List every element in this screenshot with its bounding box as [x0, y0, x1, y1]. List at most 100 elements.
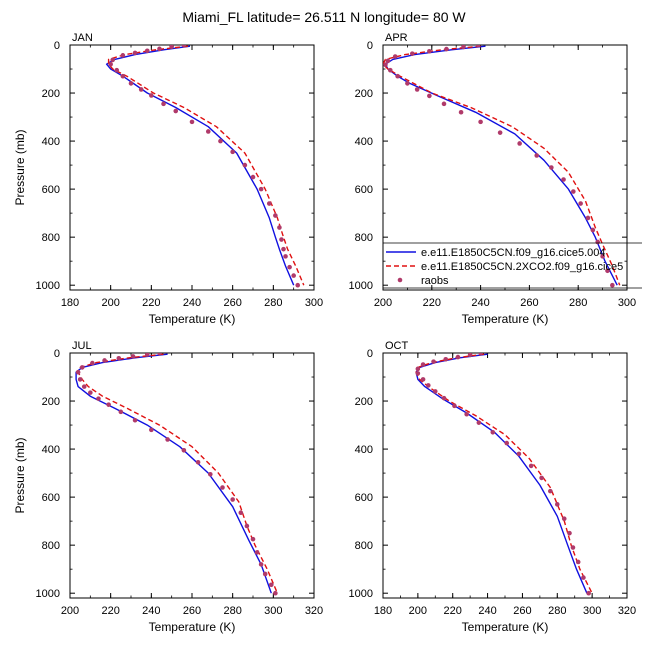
raobs-point	[383, 62, 388, 67]
x-tick-label: 240	[183, 297, 201, 309]
legend-label: e.e11.E1850C5CN.f09_g16.cice5.004	[421, 247, 606, 259]
legend-label: raobs	[421, 275, 449, 287]
x-tick-label: 220	[444, 605, 462, 617]
panel-apr: APR 200 220 240 260 280 300 0 200 400 600 800 1000 Te…	[349, 32, 637, 326]
series-group	[383, 45, 621, 288]
raobs-point	[250, 174, 256, 180]
x-tick-label: 300	[264, 605, 282, 617]
series-group	[415, 353, 593, 596]
raobs-point	[571, 189, 576, 194]
y-tick-label: 800	[355, 232, 373, 244]
y-tick-label: 200	[42, 396, 60, 408]
series-line-control	[105, 45, 295, 286]
y-tick-label: 0	[367, 40, 373, 52]
raobs-point	[490, 429, 496, 435]
raobs-point	[161, 101, 166, 107]
x-tick-label: 220	[423, 297, 441, 309]
raobs-point	[392, 54, 398, 59]
raobs-point	[79, 365, 85, 370]
panel-jul: JUL 200 220 240 260 280 300 320 0 200 400 600 800 100…	[13, 340, 323, 634]
raobs-point	[441, 101, 447, 107]
raobs-point	[266, 201, 272, 206]
raobs-point	[273, 213, 278, 218]
y-tick-label: 400	[355, 444, 373, 456]
raobs-point	[497, 130, 503, 135]
raobs-point	[420, 362, 426, 367]
panel-label: JAN	[72, 32, 93, 44]
raobs-point	[452, 403, 457, 409]
raobs-point	[130, 354, 136, 359]
series-group	[75, 353, 279, 596]
raobs-point	[165, 437, 170, 442]
y-tick-label: 1000	[349, 588, 373, 600]
x-tick-label: 200	[409, 605, 427, 617]
x-tick-label: 320	[305, 605, 323, 617]
y-tick-label: 1000	[36, 588, 60, 600]
raobs-point	[464, 411, 469, 417]
y-tick-label: 200	[355, 88, 373, 100]
raobs-point	[75, 369, 81, 375]
raobs-point	[385, 58, 391, 64]
raobs-point	[116, 355, 122, 361]
raobs-point	[283, 254, 288, 259]
raobs-point	[90, 360, 95, 366]
x-tick-label: 240	[142, 605, 160, 617]
raobs-point	[157, 46, 162, 52]
raobs-point	[114, 67, 120, 73]
y-axis-label: Pressure (mb)	[13, 129, 27, 205]
x-axis-label: Temperature (K)	[462, 312, 549, 326]
x-tick-label: 320	[618, 605, 636, 617]
x-axis-label: Temperature (K)	[462, 620, 549, 634]
raobs-point	[169, 45, 174, 49]
raobs-point	[189, 119, 195, 125]
raobs-point	[431, 359, 436, 364]
raobs-point	[414, 87, 420, 92]
y-tick-label: 200	[355, 396, 373, 408]
series-line-2xco2	[107, 45, 305, 286]
raobs-point	[395, 73, 400, 79]
x-tick-label: 180	[374, 605, 392, 617]
raobs-point	[605, 268, 610, 274]
raobs-point	[279, 237, 284, 242]
raobs-point	[205, 129, 211, 134]
raobs-point	[586, 590, 591, 596]
raobs-point	[262, 571, 268, 577]
raobs-point	[132, 417, 138, 423]
legend: e.e11.E1850C5CN.f09_g16.cice5.004 e.e11.E…	[383, 242, 642, 289]
raobs-point	[244, 523, 250, 529]
raobs-point	[595, 239, 601, 245]
y-tick-label: 1000	[36, 280, 60, 292]
raobs-point	[427, 93, 432, 99]
raobs-point	[81, 384, 87, 389]
raobs-point	[102, 358, 107, 363]
raobs-point	[173, 108, 179, 114]
raobs-point	[476, 420, 482, 425]
raobs-point	[432, 389, 438, 394]
raobs-point	[138, 87, 144, 92]
raobs-point	[281, 246, 286, 252]
y-tick-label: 1000	[349, 280, 373, 292]
raobs-point	[258, 562, 264, 567]
x-tick-label: 300	[583, 605, 601, 617]
figure-title: Miami_FL latitude= 26.511 N longitude= 8…	[182, 9, 466, 25]
x-tick-label: 240	[478, 605, 496, 617]
raobs-point	[539, 475, 544, 481]
x-tick-label: 280	[223, 605, 241, 617]
y-tick-label: 600	[355, 492, 373, 504]
x-tick-label: 280	[264, 297, 282, 309]
raobs-point	[409, 51, 415, 56]
raobs-point	[157, 353, 162, 356]
raobs-point	[441, 395, 447, 401]
y-tick-label: 400	[42, 444, 60, 456]
raobs-point	[254, 550, 260, 555]
raobs-point	[578, 201, 583, 206]
series-line-2xco2	[77, 353, 279, 594]
raobs-point	[415, 371, 421, 376]
raobs-point	[195, 459, 201, 465]
x-tick-label: 300	[305, 297, 323, 309]
x-tick-label: 280	[569, 297, 587, 309]
raobs-point	[475, 45, 481, 48]
raobs-point	[77, 377, 83, 382]
raobs-point	[427, 48, 432, 54]
raobs-point	[458, 109, 464, 115]
